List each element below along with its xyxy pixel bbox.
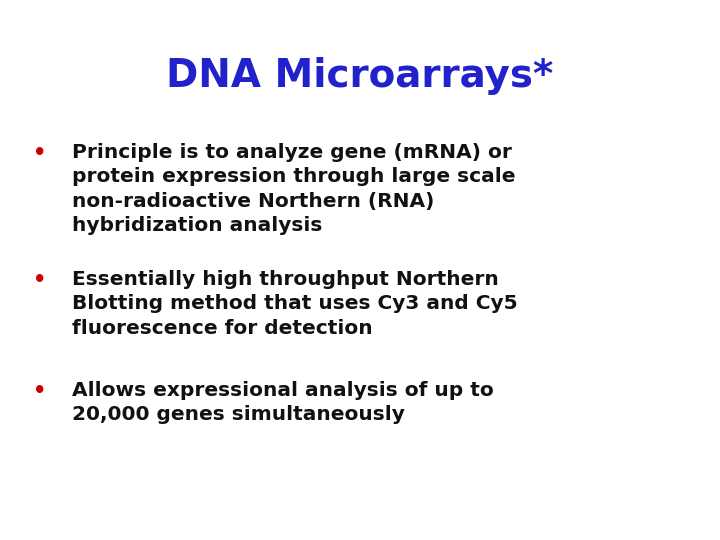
Text: Essentially high throughput Northern
Blotting method that uses Cy3 and Cy5
fluor: Essentially high throughput Northern Blo… [72, 270, 518, 338]
Text: DNA Microarrays*: DNA Microarrays* [166, 57, 554, 94]
Text: •: • [33, 270, 46, 290]
Text: •: • [33, 143, 46, 163]
Text: Principle is to analyze gene (mRNA) or
protein expression through large scale
no: Principle is to analyze gene (mRNA) or p… [72, 143, 516, 235]
Text: Allows expressional analysis of up to
20,000 genes simultaneously: Allows expressional analysis of up to 20… [72, 381, 494, 424]
Text: •: • [33, 381, 46, 401]
